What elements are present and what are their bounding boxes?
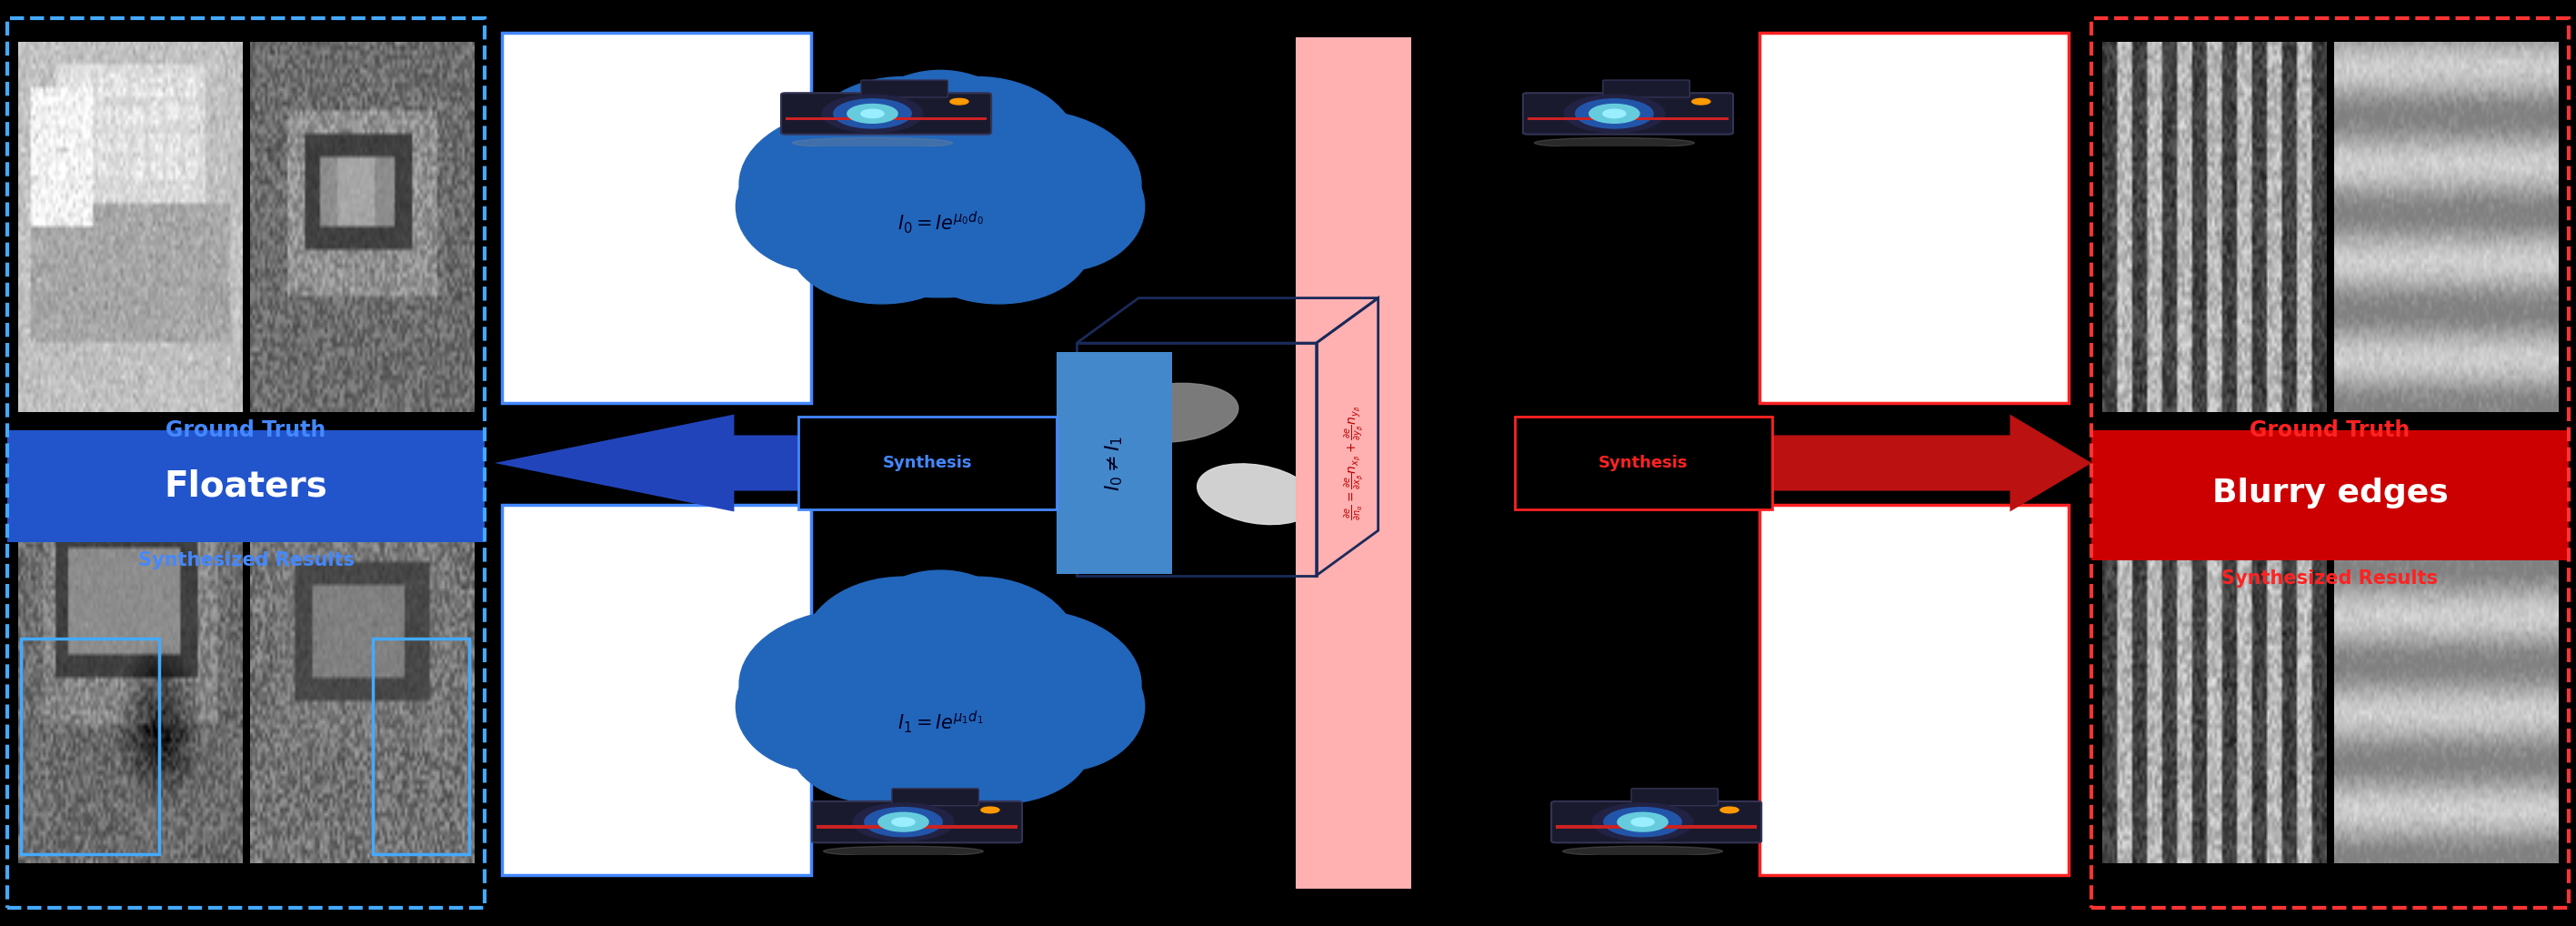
Ellipse shape [765, 629, 1115, 797]
Text: Synthesis: Synthesis [884, 455, 971, 471]
Ellipse shape [976, 142, 1144, 271]
Ellipse shape [788, 687, 974, 804]
Text: Blurry edges: Blurry edges [2213, 477, 2447, 508]
Ellipse shape [907, 687, 1090, 804]
Ellipse shape [876, 577, 1077, 720]
Ellipse shape [804, 577, 1005, 720]
Ellipse shape [739, 609, 974, 759]
Text: Ground Truth: Ground Truth [165, 419, 327, 442]
Ellipse shape [737, 642, 904, 771]
FancyBboxPatch shape [1759, 32, 2069, 403]
FancyBboxPatch shape [2092, 431, 2568, 560]
Text: $I_0 \neq I_1$: $I_0 \neq I_1$ [1103, 435, 1126, 491]
Text: $I_0 = Ie^{\mu_0 d_0}$: $I_0 = Ie^{\mu_0 d_0}$ [896, 209, 984, 235]
Text: Ground Truth: Ground Truth [2249, 419, 2411, 442]
Ellipse shape [804, 77, 1005, 219]
Text: Floaters: Floaters [165, 469, 327, 504]
FancyBboxPatch shape [1296, 37, 1412, 889]
FancyBboxPatch shape [502, 32, 811, 403]
FancyBboxPatch shape [502, 505, 811, 875]
Ellipse shape [907, 609, 1141, 759]
Text: Synthesized Results: Synthesized Results [137, 551, 355, 569]
FancyBboxPatch shape [1759, 505, 2069, 875]
Ellipse shape [737, 142, 904, 271]
Ellipse shape [876, 77, 1077, 219]
Ellipse shape [739, 109, 974, 259]
Ellipse shape [976, 642, 1144, 771]
Text: Synthesized Results: Synthesized Results [2221, 569, 2439, 588]
FancyBboxPatch shape [1515, 417, 1772, 509]
Text: Synthesis: Synthesis [1600, 455, 1687, 471]
Ellipse shape [855, 70, 1023, 200]
FancyBboxPatch shape [799, 417, 1056, 509]
Polygon shape [1765, 415, 2092, 511]
Polygon shape [495, 415, 811, 511]
FancyBboxPatch shape [1056, 352, 1172, 574]
FancyBboxPatch shape [8, 431, 484, 542]
Ellipse shape [907, 109, 1141, 259]
Text: $I_1 = Ie^{\mu_1 d_1}$: $I_1 = Ie^{\mu_1 d_1}$ [896, 709, 984, 735]
Text: $\frac{\partial e}{\partial n_\alpha} = \frac{\partial e}{\partial x_\beta} n_{x: $\frac{\partial e}{\partial n_\alpha} = … [1342, 406, 1365, 520]
Ellipse shape [765, 129, 1115, 297]
Ellipse shape [788, 187, 974, 304]
Ellipse shape [907, 187, 1090, 304]
Ellipse shape [855, 570, 1023, 700]
